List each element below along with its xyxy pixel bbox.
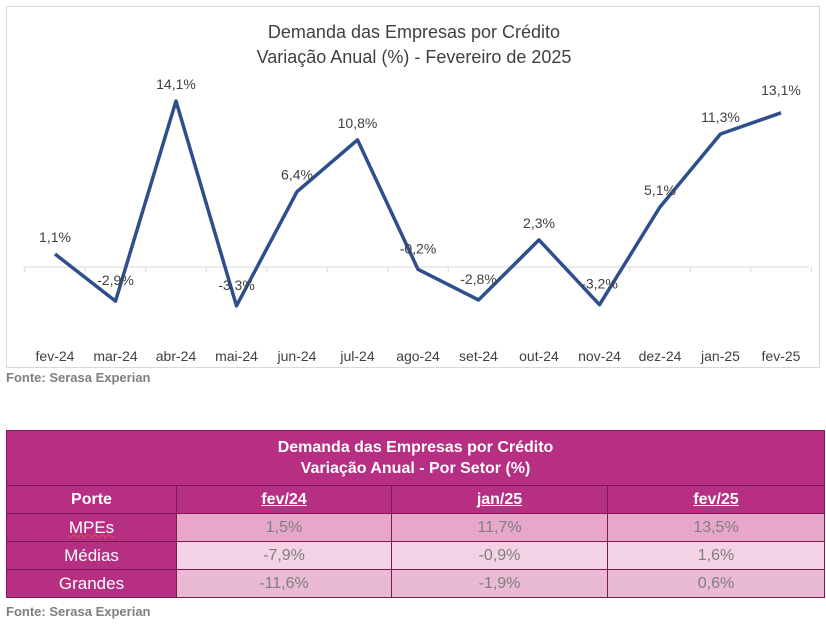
table-title: Demanda das Empresas por Crédito Variaçã…: [5, 430, 826, 486]
header-porte: Porte: [6, 485, 177, 514]
data-label: -0,2%: [400, 240, 437, 256]
data-label: 6,4%: [281, 167, 313, 183]
sector-table: Demanda das Empresas por Crédito Variaçã…: [5, 430, 826, 598]
table-row: Grandes -11,6% -1,9% 0,6%: [6, 569, 826, 598]
cell: -11,6%: [176, 569, 392, 598]
chart-panel: Demanda das Empresas por Crédito Variaçã…: [6, 6, 820, 368]
cell: -7,9%: [176, 541, 392, 570]
table-row: MPEs 1,5% 11,7% 13,5%: [6, 513, 826, 542]
data-label: 10,8%: [338, 115, 378, 131]
data-label: 2,3%: [523, 215, 555, 231]
cell: 11,7%: [391, 513, 608, 542]
chart-source: Fonte: Serasa Experian: [6, 370, 151, 385]
x-tick-label: fev-24: [36, 348, 75, 364]
x-tick-label: set-24: [459, 348, 498, 364]
row-label-mpes: MPEs: [6, 513, 177, 542]
header-jan25: jan/25: [391, 485, 608, 514]
cell: 1,6%: [606, 541, 826, 570]
row-label-medias: Médias: [6, 541, 177, 570]
cell: 0,6%: [606, 569, 826, 598]
data-label: -2,9%: [97, 272, 134, 288]
data-label: -3,2%: [581, 276, 618, 292]
x-tick-label: jul-24: [339, 348, 374, 364]
cell: 13,5%: [606, 513, 826, 542]
data-label: 11,3%: [701, 109, 740, 125]
x-tick-label: dez-24: [639, 348, 682, 364]
table-title-line2: Variação Anual - Por Setor (%): [300, 460, 531, 477]
chart-subtitle: Variação Anual (%) - Fevereiro de 2025: [257, 47, 572, 67]
data-label: 5,1%: [644, 182, 676, 198]
cell: 1,5%: [176, 513, 392, 542]
chart-title: Demanda das Empresas por Crédito: [268, 22, 560, 42]
x-tick-label: mai-24: [215, 348, 258, 364]
cell: -1,9%: [391, 569, 608, 598]
data-label: 1,1%: [39, 229, 71, 245]
x-tick-label: mar-24: [93, 348, 138, 364]
line-chart: Demanda das Empresas por Crédito Variaçã…: [23, 22, 812, 364]
x-tick-label: out-24: [519, 348, 559, 364]
table-title-line1: Demanda das Empresas por Crédito: [277, 439, 554, 456]
data-label: -2,8%: [460, 271, 497, 287]
x-tick-label: abr-24: [156, 348, 197, 364]
x-tick-label: jan-25: [700, 348, 740, 364]
header-fev24: fev/24: [176, 485, 392, 514]
x-tick-label: ago-24: [396, 348, 440, 364]
series-line: [53, 99, 782, 308]
data-label: 13,1%: [761, 82, 801, 98]
table-row: Médias -7,9% -0,9% 1,6%: [6, 541, 826, 570]
table-source: Fonte: Serasa Experian: [6, 604, 151, 619]
header-fev25: fev/25: [606, 485, 826, 514]
x-tick-label: jun-24: [277, 348, 317, 364]
x-tick-label: nov-24: [578, 348, 621, 364]
data-label: -3,3%: [218, 277, 255, 293]
cell: -0,9%: [391, 541, 608, 570]
x-tick-label: fev-25: [762, 348, 801, 364]
row-label-grandes: Grandes: [6, 569, 177, 598]
data-label: 14,1%: [156, 76, 196, 92]
